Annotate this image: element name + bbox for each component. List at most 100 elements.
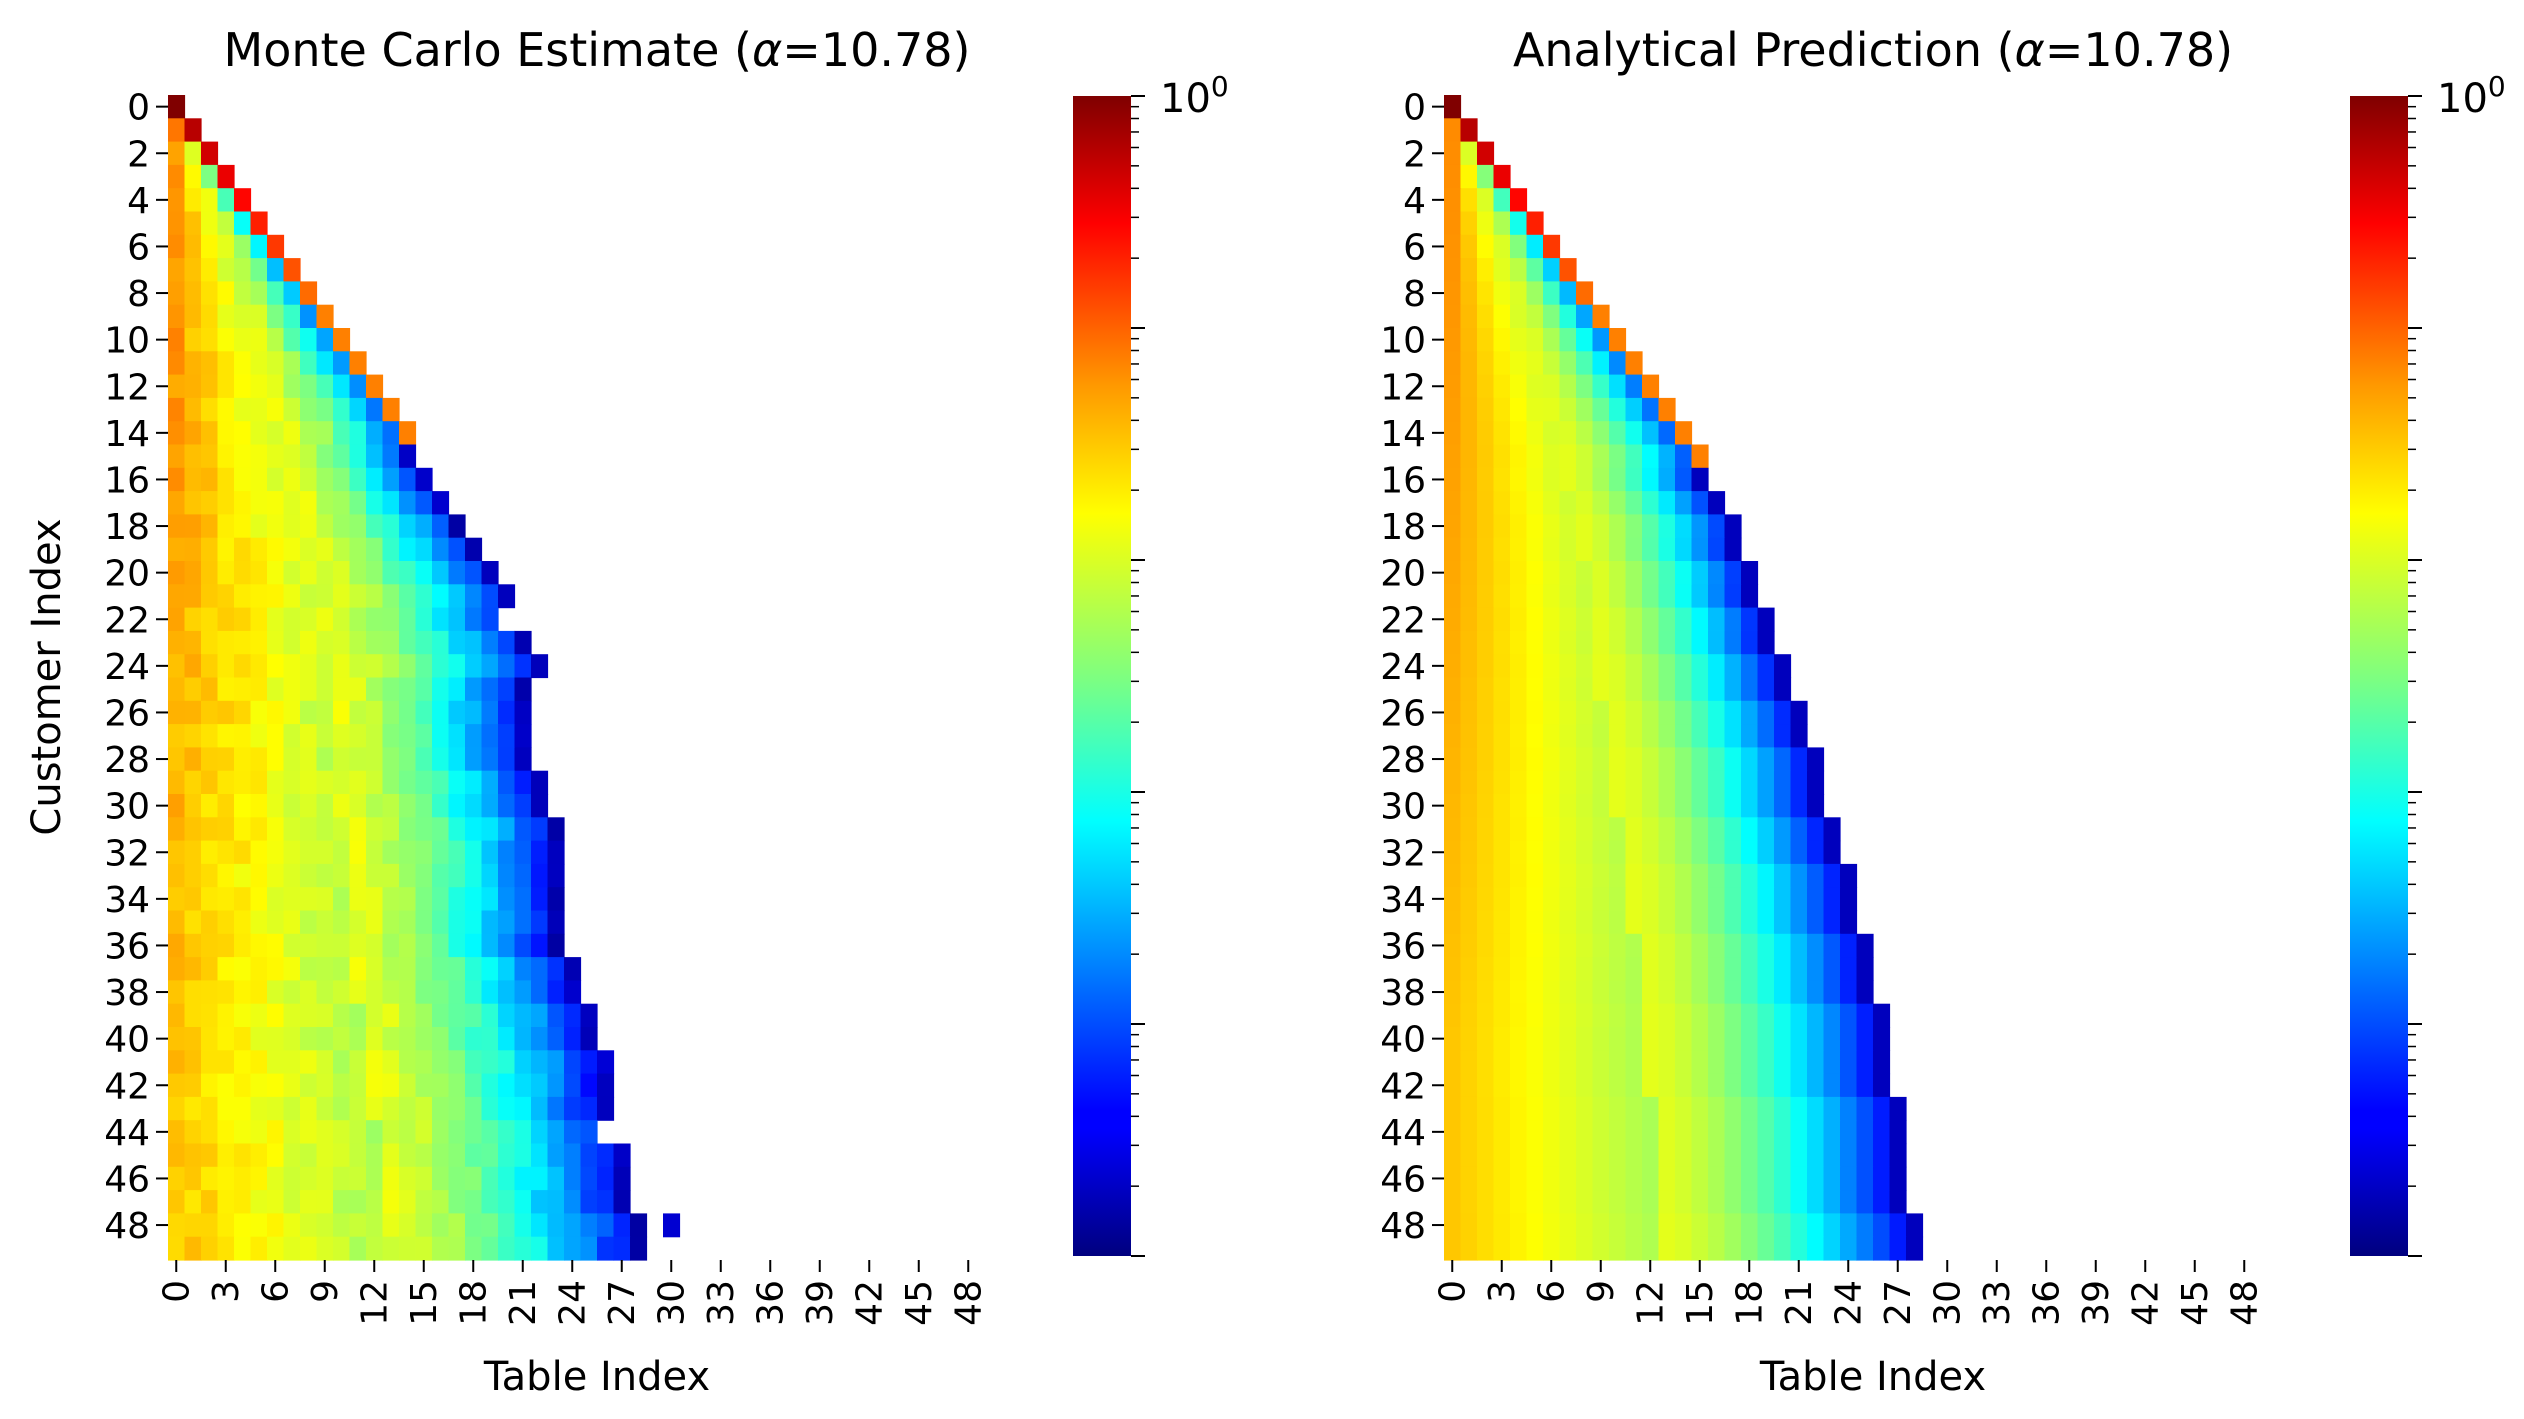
heatmap-cell bbox=[1840, 1073, 1858, 1098]
heatmap-cell bbox=[184, 374, 202, 399]
x-tick-label: 27 bbox=[602, 1280, 643, 1326]
heatmap-cell bbox=[580, 1236, 598, 1261]
heatmap-cell bbox=[531, 887, 549, 912]
heatmap-cell bbox=[481, 630, 499, 655]
heatmap-cell bbox=[283, 1096, 301, 1121]
heatmap-cell bbox=[1708, 1143, 1726, 1168]
heatmap-cell bbox=[564, 1050, 582, 1075]
heatmap-cell bbox=[217, 537, 235, 562]
heatmap-cell bbox=[580, 1027, 598, 1051]
heatmap-cell bbox=[1444, 514, 1462, 539]
heatmap-cell bbox=[1460, 700, 1478, 725]
heatmap-cell bbox=[1658, 1096, 1676, 1121]
heatmap-cell bbox=[1840, 1166, 1858, 1191]
heatmap-cell bbox=[1543, 910, 1561, 935]
heatmap-cell bbox=[1460, 1143, 1478, 1168]
heatmap-cell bbox=[1873, 1073, 1891, 1098]
heatmap-cell bbox=[1790, 1143, 1808, 1168]
heatmap-cell bbox=[184, 677, 202, 702]
heatmap-cell bbox=[1526, 374, 1544, 399]
heatmap-cell bbox=[580, 1120, 598, 1145]
heatmap-cell bbox=[1708, 677, 1726, 702]
heatmap-cell bbox=[333, 397, 351, 422]
heatmap-cell bbox=[382, 1027, 400, 1051]
heatmap-cell bbox=[465, 770, 483, 795]
heatmap-cell bbox=[531, 1003, 549, 1028]
heatmap-cell bbox=[217, 584, 235, 609]
heatmap-cell bbox=[1675, 933, 1693, 958]
heatmap-cell bbox=[1609, 1190, 1627, 1214]
heatmap-cell bbox=[663, 1213, 681, 1238]
heatmap-cell bbox=[1444, 328, 1462, 352]
heatmap-cell bbox=[184, 258, 202, 282]
heatmap-cell bbox=[168, 957, 186, 981]
heatmap-cell bbox=[1790, 1213, 1808, 1238]
heatmap-cell bbox=[481, 910, 499, 935]
heatmap-cell bbox=[1889, 1143, 1907, 1168]
heatmap-cell bbox=[415, 491, 433, 515]
heatmap-cell bbox=[300, 957, 318, 981]
heatmap-cell bbox=[1460, 1213, 1478, 1238]
heatmap-cell bbox=[250, 957, 268, 981]
heatmap-cell bbox=[1592, 1190, 1610, 1214]
heatmap-cell bbox=[547, 840, 565, 865]
heatmap-cell bbox=[184, 421, 202, 446]
x-tick-label: 36 bbox=[750, 1280, 791, 1326]
y-tick-label: 2 bbox=[1403, 134, 1426, 175]
heatmap-cell bbox=[366, 1003, 384, 1028]
heatmap-cell bbox=[1493, 421, 1511, 446]
heatmap-cell bbox=[481, 957, 499, 981]
heatmap-cells bbox=[1444, 95, 1924, 1261]
heatmap-cell bbox=[1642, 863, 1660, 888]
heatmap-cell bbox=[267, 840, 285, 865]
heatmap-cell bbox=[1675, 1143, 1693, 1168]
heatmap-cell bbox=[300, 700, 318, 725]
heatmap-cell bbox=[201, 957, 219, 981]
heatmap-cell bbox=[283, 980, 301, 1005]
y-tick-label: 10 bbox=[1380, 321, 1426, 362]
heatmap-cell bbox=[1460, 980, 1478, 1005]
heatmap-cell bbox=[1444, 304, 1462, 329]
heatmap-cell bbox=[481, 700, 499, 725]
heatmap-cell bbox=[547, 957, 565, 981]
heatmap-cell bbox=[1543, 980, 1561, 1005]
heatmap-cell bbox=[448, 537, 466, 562]
heatmap-cell bbox=[465, 980, 483, 1005]
heatmap-cell bbox=[1823, 840, 1841, 865]
heatmap-cell bbox=[1757, 1190, 1775, 1214]
heatmap-cell bbox=[399, 1003, 417, 1028]
heatmap-cell bbox=[316, 700, 334, 725]
x-tick-label: 3 bbox=[1482, 1280, 1523, 1303]
heatmap-cell bbox=[465, 584, 483, 609]
heatmap-cell bbox=[1526, 607, 1544, 632]
heatmap-cell bbox=[316, 351, 334, 376]
heatmap-cell bbox=[1592, 630, 1610, 655]
heatmap-cell bbox=[1510, 514, 1528, 539]
heatmap-cell bbox=[267, 1143, 285, 1168]
heatmap-cell bbox=[1460, 1073, 1478, 1098]
heatmap-cell bbox=[168, 654, 186, 679]
heatmap-cell bbox=[1642, 1027, 1660, 1051]
heatmap-cell bbox=[415, 1003, 433, 1028]
heatmap-cell bbox=[1559, 817, 1577, 842]
heatmap-cell bbox=[382, 630, 400, 655]
x-tick-label: 3 bbox=[206, 1280, 247, 1303]
heatmap-cell bbox=[1460, 397, 1478, 422]
heatmap-cell bbox=[1757, 1166, 1775, 1191]
heatmap-cell bbox=[316, 1120, 334, 1145]
heatmap-cell bbox=[1510, 840, 1528, 865]
heatmap-cell bbox=[217, 957, 235, 981]
heatmap-cell bbox=[448, 1120, 466, 1145]
heatmap-cell bbox=[1592, 1120, 1610, 1145]
heatmap-cell bbox=[1592, 537, 1610, 562]
heatmap-cell bbox=[1526, 537, 1544, 562]
heatmap-cell bbox=[217, 1120, 235, 1145]
heatmap-cell bbox=[250, 1003, 268, 1028]
heatmap-cell bbox=[1708, 630, 1726, 655]
heatmap-cell bbox=[1592, 351, 1610, 376]
heatmap-cell bbox=[1625, 561, 1643, 585]
heatmap-cell bbox=[366, 770, 384, 795]
heatmap-cell bbox=[1510, 421, 1528, 446]
heatmap-cell bbox=[1543, 1190, 1561, 1214]
colorbar-label-exponent: 0 bbox=[1211, 70, 1229, 103]
